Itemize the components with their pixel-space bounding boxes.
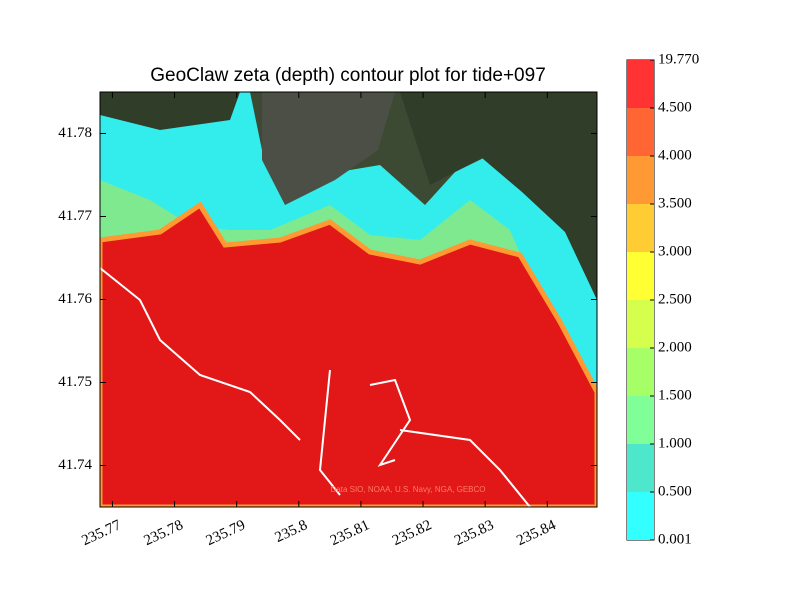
colorbar-bin	[627, 252, 654, 300]
x-tick-label: 235.83	[452, 517, 496, 549]
colorbar-bin	[627, 444, 654, 492]
x-tick-label: 235.77	[79, 517, 124, 549]
colorbar-bin	[627, 348, 654, 396]
land-town	[262, 92, 395, 205]
coastline	[369, 378, 412, 467]
coastline	[318, 369, 341, 496]
deep-water	[100, 201, 597, 507]
coastline	[100, 267, 301, 441]
y-tick-label: 41.77	[58, 208, 92, 224]
colorbar-label: 0.001	[658, 531, 692, 547]
colorbar-label: 4.000	[658, 147, 692, 163]
coastline	[399, 429, 531, 507]
colorbar-label: 3.500	[658, 195, 692, 211]
colorbar-bin	[627, 492, 654, 540]
x-tick-label: 235.8	[273, 517, 310, 546]
colorbar-label: 3.000	[658, 243, 692, 259]
land-nw	[100, 92, 240, 130]
x-tick-label: 235.79	[204, 517, 248, 549]
colorbar-label: 2.500	[658, 291, 692, 307]
colorbar-label: 1.500	[658, 387, 692, 403]
colorbar-label: 0.500	[658, 483, 692, 499]
colorbar-label: 4.500	[658, 99, 692, 115]
colorbar-bin	[627, 300, 654, 348]
colorbar-bin	[627, 60, 654, 108]
x-tick-label: 235.81	[328, 517, 372, 549]
x-tick-label: 235.82	[390, 517, 434, 549]
y-tick-label: 41.76	[58, 291, 92, 307]
y-tick-label: 41.74	[58, 457, 92, 473]
colorbar-bin	[627, 204, 654, 252]
chart-title: GeoClaw zeta (depth) contour plot for ti…	[150, 65, 546, 86]
colorbar-label: 1.000	[658, 435, 692, 451]
colorbar-label: 19.770	[658, 51, 699, 67]
land-ne	[400, 92, 597, 300]
colorbar-bin	[627, 156, 654, 204]
y-tick-label: 41.75	[58, 374, 92, 390]
colorbar-bin	[627, 108, 654, 156]
map: Data SIO, NOAA, U.S. Navy, NGA, GEBCO	[100, 92, 597, 507]
x-tick-label: 235.84	[514, 517, 559, 549]
y-tick-label: 41.78	[58, 125, 92, 141]
attribution: Data SIO, NOAA, U.S. Navy, NGA, GEBCO	[331, 485, 486, 494]
x-tick-label: 235.78	[142, 517, 186, 549]
colorbar-bin	[627, 396, 654, 444]
colorbar-label: 2.000	[658, 339, 692, 355]
